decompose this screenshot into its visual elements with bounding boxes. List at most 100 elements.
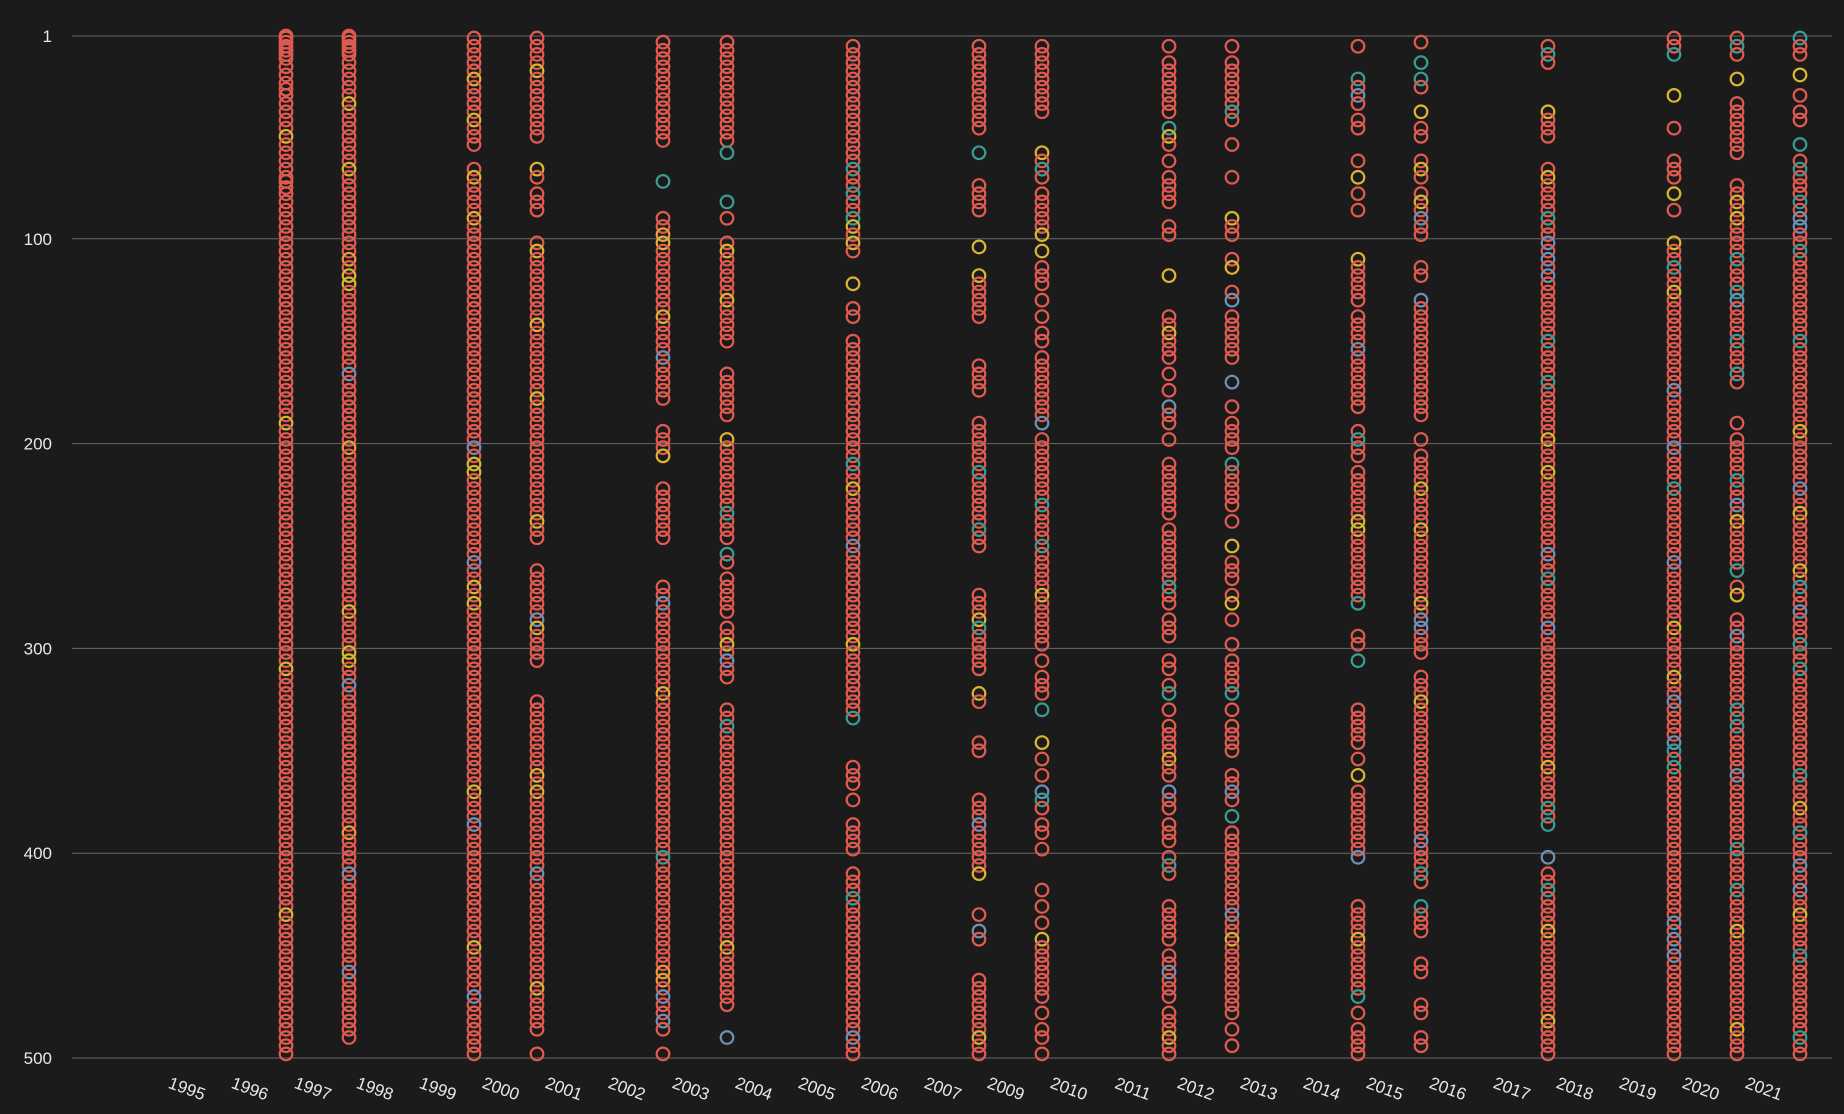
data-point bbox=[1666, 587, 1682, 603]
data-point bbox=[1413, 268, 1429, 284]
data-point bbox=[1540, 456, 1556, 472]
data-point bbox=[1161, 972, 1177, 988]
data-point bbox=[1413, 1030, 1429, 1045]
data-point bbox=[466, 268, 482, 284]
data-point bbox=[1792, 235, 1808, 251]
data-point bbox=[278, 260, 294, 275]
data-point bbox=[1792, 391, 1808, 406]
data-point bbox=[655, 694, 671, 710]
data-point bbox=[529, 710, 545, 726]
data-point bbox=[466, 948, 482, 963]
data-point bbox=[278, 399, 294, 415]
data-point bbox=[1224, 325, 1240, 341]
data-point bbox=[719, 571, 735, 587]
data-point bbox=[1350, 972, 1366, 988]
data-point bbox=[529, 366, 545, 382]
data-point bbox=[971, 309, 987, 324]
x-tick-label: 1995 bbox=[166, 1073, 208, 1104]
data-point bbox=[1792, 587, 1808, 603]
data-point bbox=[1161, 653, 1177, 669]
data-point bbox=[278, 931, 294, 947]
data-point bbox=[719, 915, 735, 931]
data-point bbox=[971, 284, 987, 300]
data-point bbox=[1792, 669, 1808, 685]
data-point bbox=[1792, 227, 1808, 243]
data-point bbox=[1792, 890, 1808, 906]
data-point bbox=[1540, 251, 1556, 267]
data-point bbox=[1792, 645, 1808, 660]
data-point bbox=[466, 79, 482, 95]
data-point bbox=[466, 309, 482, 324]
data-point bbox=[1413, 833, 1429, 849]
data-point bbox=[466, 833, 482, 849]
data-point bbox=[1540, 268, 1556, 284]
data-point bbox=[1540, 104, 1556, 120]
data-point bbox=[1729, 448, 1745, 464]
data-point bbox=[529, 964, 545, 980]
data-point bbox=[1666, 399, 1682, 415]
data-point bbox=[466, 718, 482, 734]
data-point bbox=[1792, 841, 1808, 857]
data-point bbox=[278, 1046, 294, 1062]
data-point bbox=[341, 268, 357, 284]
data-point bbox=[1729, 800, 1745, 816]
data-point bbox=[719, 432, 735, 447]
data-point bbox=[1161, 96, 1177, 111]
data-point bbox=[529, 292, 545, 308]
data-point bbox=[845, 145, 861, 161]
data-point bbox=[719, 243, 735, 259]
data-point bbox=[1034, 202, 1050, 218]
data-point bbox=[1350, 71, 1366, 87]
data-point bbox=[341, 341, 357, 357]
data-point bbox=[1729, 505, 1745, 521]
data-point bbox=[1792, 940, 1808, 955]
data-point bbox=[1540, 112, 1556, 128]
data-point bbox=[341, 202, 357, 218]
data-point bbox=[1666, 931, 1682, 947]
data-point bbox=[1034, 38, 1050, 54]
data-point bbox=[466, 473, 482, 488]
data-point bbox=[341, 612, 357, 628]
data-point bbox=[719, 440, 735, 456]
data-point bbox=[1729, 554, 1745, 570]
data-point bbox=[466, 423, 482, 439]
data-point bbox=[655, 382, 671, 398]
data-point bbox=[466, 743, 482, 759]
data-point bbox=[1540, 178, 1556, 193]
data-point bbox=[278, 808, 294, 824]
data-point bbox=[466, 776, 482, 791]
data-point bbox=[1666, 1021, 1682, 1037]
data-point bbox=[278, 153, 294, 169]
data-point bbox=[1729, 735, 1745, 750]
data-point bbox=[1034, 464, 1050, 480]
data-point bbox=[1161, 686, 1177, 701]
data-point bbox=[655, 366, 671, 382]
data-point bbox=[1792, 595, 1808, 611]
data-point bbox=[1161, 833, 1177, 849]
data-point bbox=[1729, 1046, 1745, 1062]
data-point bbox=[1224, 825, 1240, 841]
x-tick-label: 2007 bbox=[922, 1073, 964, 1104]
data-point bbox=[1350, 817, 1366, 832]
data-point bbox=[971, 374, 987, 390]
data-point bbox=[466, 931, 482, 947]
data-point bbox=[1666, 432, 1682, 447]
data-point bbox=[1161, 1005, 1177, 1021]
data-point bbox=[719, 145, 735, 161]
data-point bbox=[845, 833, 861, 849]
data-point bbox=[1034, 210, 1050, 226]
data-point bbox=[971, 858, 987, 873]
data-point bbox=[1729, 653, 1745, 669]
data-point bbox=[1666, 686, 1682, 701]
data-point bbox=[971, 931, 987, 947]
data-point bbox=[655, 1046, 671, 1062]
data-point bbox=[1792, 620, 1808, 636]
data-point bbox=[1224, 63, 1240, 79]
data-point bbox=[529, 55, 545, 71]
data-point bbox=[1034, 817, 1050, 832]
data-point bbox=[278, 137, 294, 152]
data-point bbox=[1034, 948, 1050, 963]
data-point bbox=[1413, 669, 1429, 685]
data-point bbox=[655, 1021, 671, 1037]
data-point bbox=[278, 96, 294, 111]
